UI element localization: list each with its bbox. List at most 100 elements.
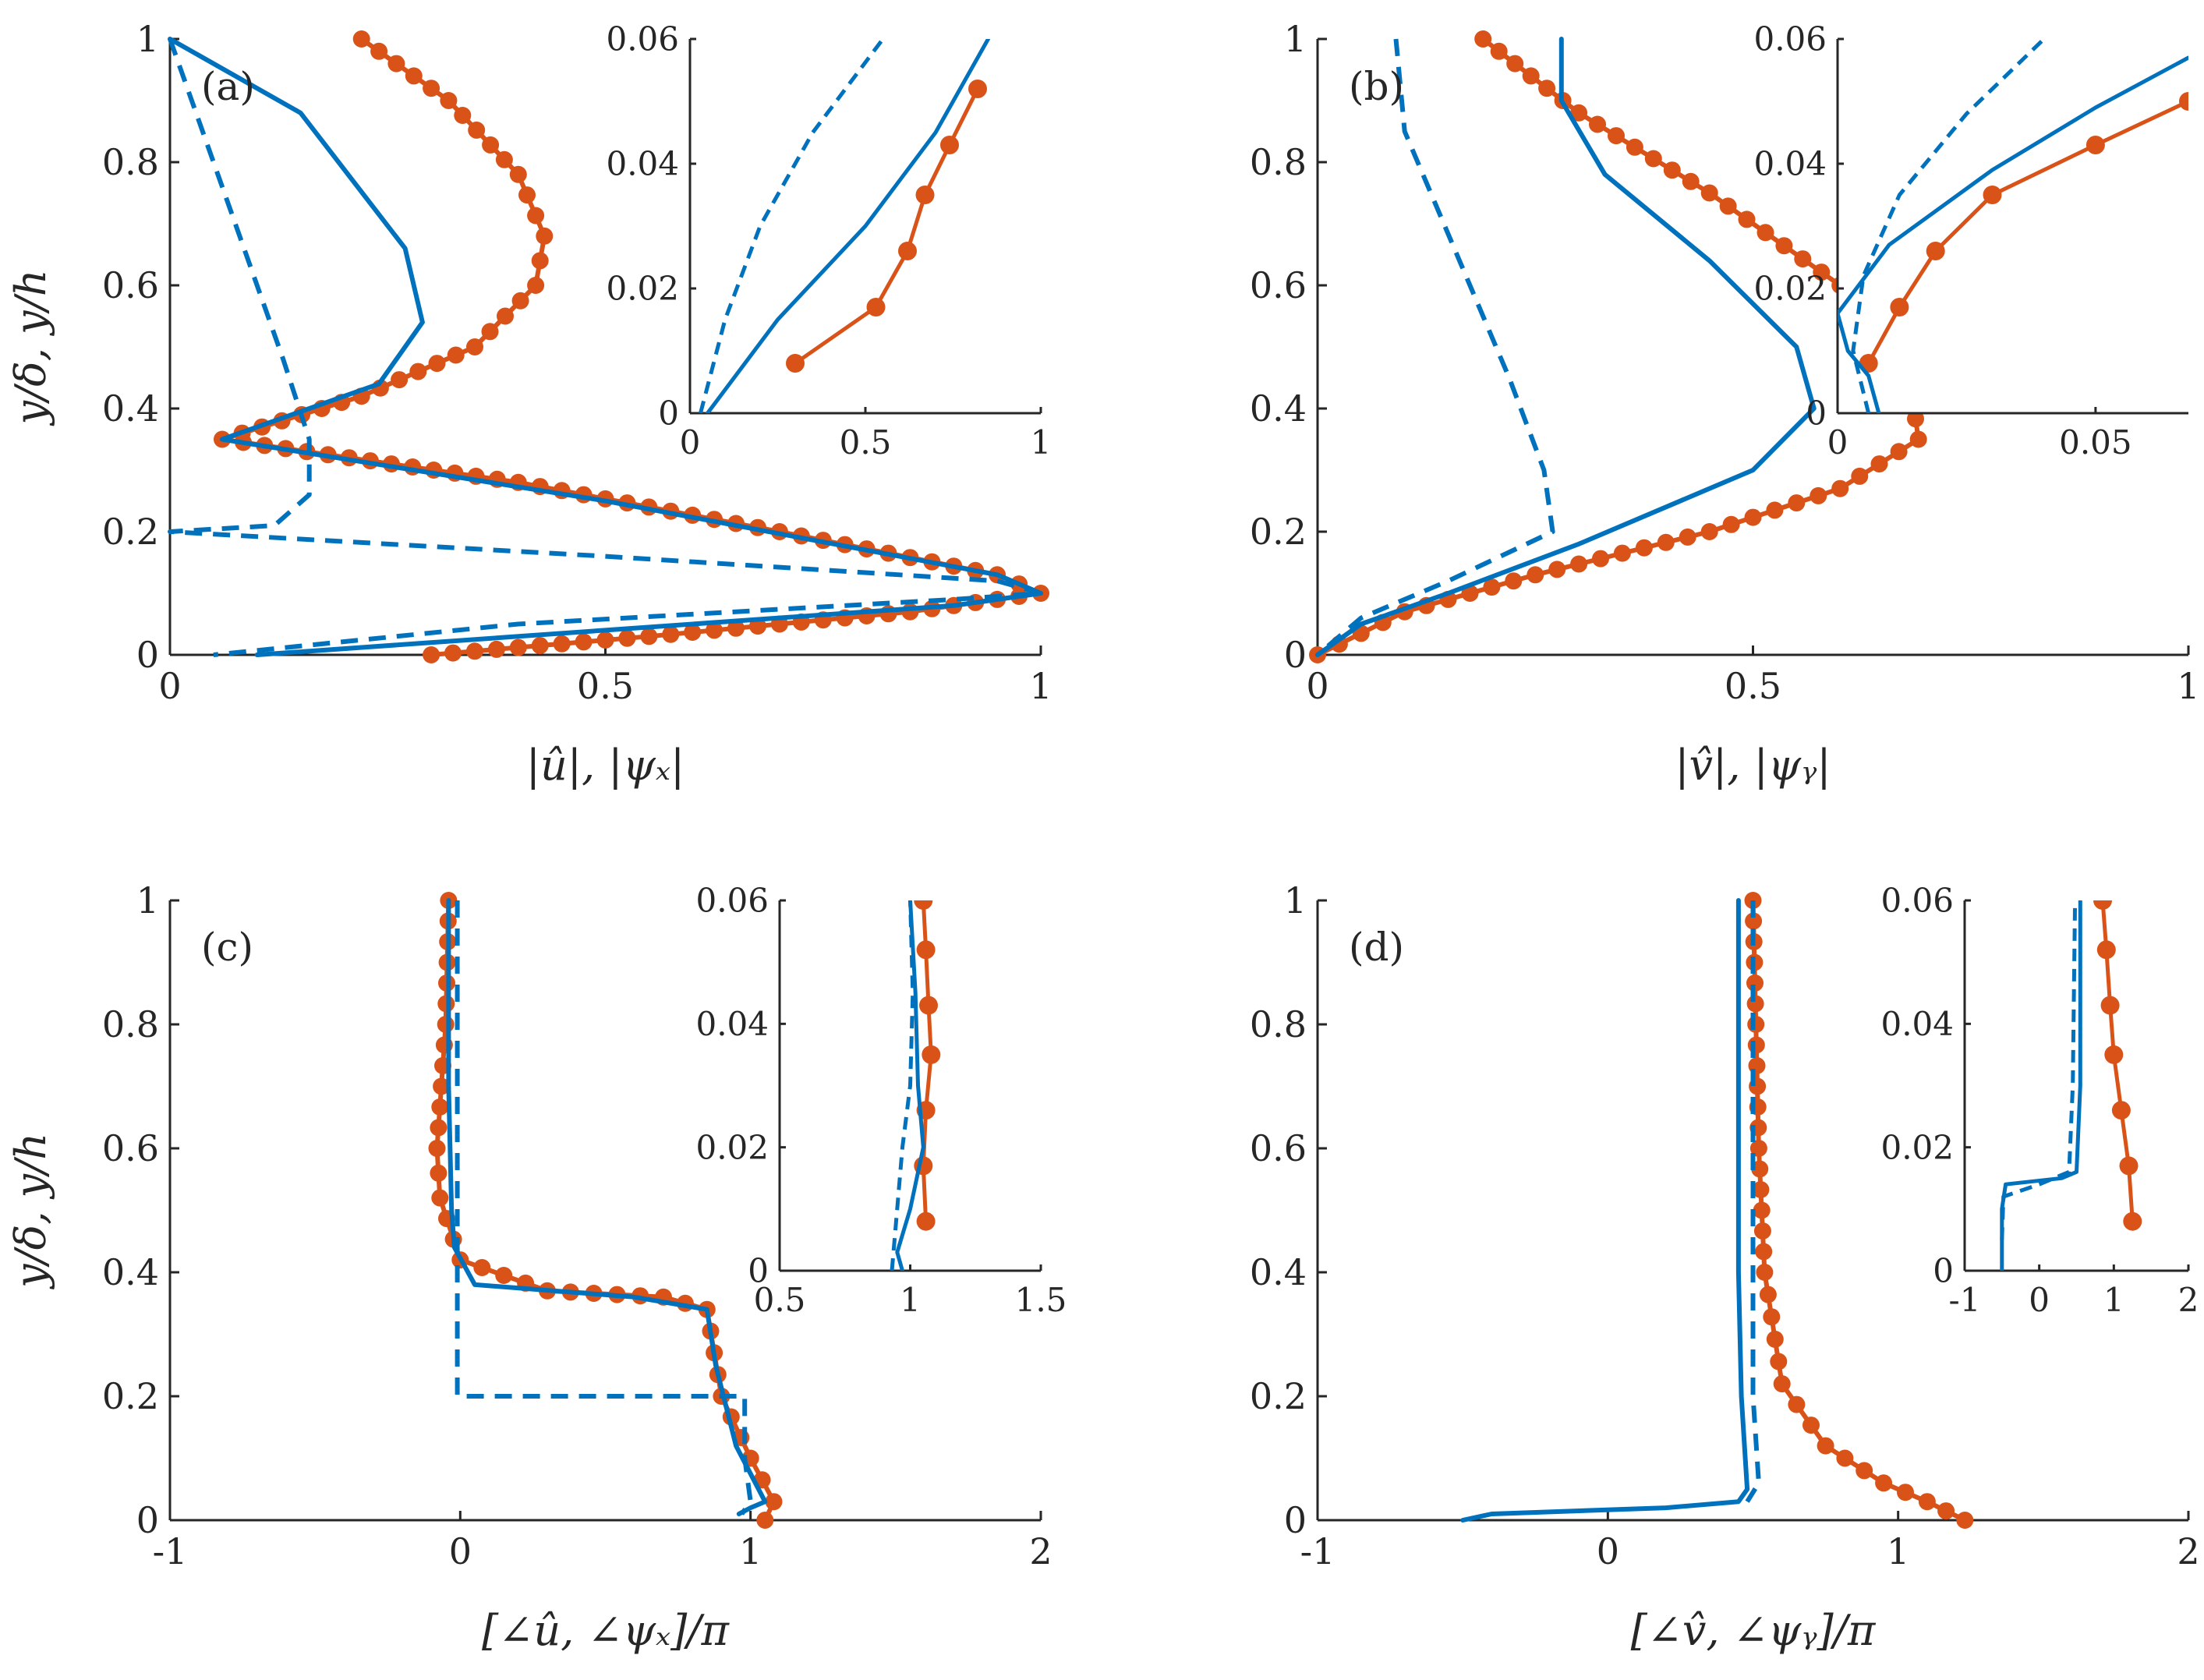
panel-a-main-orange-markers-marker (468, 121, 486, 139)
panel-a-inset-blue-dashed-line (699, 39, 885, 413)
panel-d-main-orange-markers-marker (1749, 1140, 1767, 1157)
panel-a-inset-ytick-label: 0.02 (606, 270, 679, 308)
panel-d-main-ytick-label: 0.8 (1250, 1003, 1307, 1045)
panel-d-main-orange-markers-marker (1766, 1330, 1784, 1348)
panel-a-label: (a) (201, 64, 255, 109)
panel-b-main-ytick-label: 1 (1284, 18, 1307, 60)
panel-c-main-ytick-label: 0.4 (102, 1251, 159, 1293)
panel-a-main-orange-markers-marker (423, 80, 440, 97)
panel-c-inset-ytick-label: 0.06 (695, 882, 769, 920)
panel-a-main-orange-markers-marker (466, 338, 483, 355)
panel-d-main-orange-markers-marker (1756, 1264, 1774, 1281)
panel-b-main-orange-markers-marker (1766, 501, 1784, 519)
panel-a-inset-orange-markers-marker (915, 186, 935, 204)
panel-a-main-orange-markers-marker (487, 640, 505, 658)
panel-d-inset-axes: -1 0 1 200.020.040.06 (1880, 882, 2199, 1319)
panel-a-main-orange-markers-marker (465, 642, 483, 660)
panel-b-inset-orange-markers-line (1866, 99, 2188, 366)
panel-a-main-orange-markers-marker (444, 644, 462, 662)
panel-a-main-orange-markers-marker (662, 625, 680, 643)
panel-d-main-orange-markers-marker (1763, 1308, 1781, 1326)
panel-b-main-orange-markers-marker (1907, 410, 1924, 428)
panel-a-main-blue-solid-line (168, 37, 1043, 657)
panel-b-main-orange-markers-marker (1682, 172, 1700, 190)
panel-b-main-orange-markers-marker (1788, 494, 1806, 512)
panel-d-main-ytick-label: 0 (1284, 1499, 1307, 1541)
panel-a-main-orange-markers-marker (495, 150, 513, 168)
panel-d-inset-blue-dashed-line (2000, 900, 2078, 1240)
panel-d-main-orange-markers-marker (1788, 1395, 1806, 1413)
panel-a-main-orange-markers-marker (640, 628, 658, 645)
panel-b-inset-blue-dashed-line (1851, 39, 2046, 413)
panel-d-inset-orange-markers-marker (2119, 1156, 2139, 1176)
panel-b-main-orange-markers-marker (1663, 161, 1681, 179)
panel-d-main-orange-markers-marker (1752, 1181, 1770, 1198)
panel-b-inset-axes: 0 0.05 0 0.02 0.04 0.06 (1753, 20, 2188, 462)
panel-a-inset-orange-markers-line (793, 87, 980, 366)
panel-c-inset-orange-markers-marker (919, 996, 938, 1015)
panel-a-main-orange-markers-marker (527, 207, 545, 225)
panel-b-main-orange-markers-marker (1474, 30, 1492, 48)
panel-b-main-orange-markers-marker (1570, 104, 1588, 122)
panel-b-main-orange-markers-marker (1909, 430, 1927, 448)
panel-c-main-orange-markers-marker (437, 995, 455, 1013)
panel-b-main-orange-markers-marker (1679, 528, 1696, 546)
panel-c-main-orange-markers-marker (473, 1259, 491, 1276)
panel-d-main-orange-markers-marker (1747, 1036, 1765, 1054)
panel-d-main-orange-markers-line (1750, 898, 1968, 1523)
panel-c-inset-xtick-label: 0.5 (754, 1281, 806, 1319)
panel-d-main-xtick-label: 0 (1597, 1530, 1619, 1572)
panel-b-main-orange-markers-marker (1810, 486, 1827, 504)
panel-d-main-orange-markers-marker (1773, 1375, 1791, 1393)
panel-d-main-orange-markers-marker (1856, 1462, 1873, 1480)
panel-c-inset-ytick-label: 0.04 (695, 1005, 769, 1043)
panel-c-inset-orange-markers-marker (916, 1211, 936, 1231)
panel-b-main-ytick-label: 0.4 (1250, 387, 1307, 430)
panel-d-inset-background (1965, 900, 2188, 1271)
panel-a-inset-orange-markers-marker (940, 136, 959, 154)
panel-b-main-orange-markers-marker (1794, 250, 1812, 268)
panel-a-inset-ytick-label: 0 (658, 394, 679, 433)
panel-d-main-series-group (1460, 892, 1974, 1529)
panel-c-main-orange-markers-marker (433, 1077, 451, 1095)
panel-c-main-orange-markers-marker (431, 1098, 449, 1116)
panel-c-main-orange-markers-line (434, 898, 777, 1523)
panel-a-main-orange-markers-marker (391, 371, 409, 389)
panel-a-inset-axes: 0 0.5 1 0 0.02 0.04 0.06 (606, 20, 1051, 462)
panel-c-main-series-group (428, 892, 783, 1529)
panel-a-main-orange-markers-marker (536, 227, 554, 245)
panel-b-inset-ytick-label: 0 (1806, 394, 1827, 433)
panel-d-inset-orange-markers-marker (2096, 940, 2116, 960)
panel-a-inset-ytick-label: 0.04 (606, 145, 679, 183)
panel-b-main-axes: 0 0.5 1 0 0.2 0.4 0.6 0.8 1 (1250, 18, 2200, 707)
panel-b-main-orange-markers-marker (1589, 115, 1606, 133)
panel-a-main-orange-markers-marker (901, 603, 919, 621)
panel-a-main-ytick-label: 0.8 (102, 141, 159, 183)
panel-d-main-orange-markers-marker (1745, 912, 1763, 930)
panel-a-main-orange-markers-marker (527, 277, 545, 294)
panel-a-main-orange-markers-marker (352, 30, 370, 48)
panel-b-main-blue-solid-line (1315, 37, 1817, 657)
panel-a-main-series-group (168, 30, 1049, 663)
panel-b-main-orange-markers-marker (1890, 443, 1908, 461)
panel-a-inset-orange-markers-marker (968, 80, 987, 98)
panel-b-main-orange-markers-marker (1505, 572, 1523, 590)
panel-b-main-orange-markers-marker (1775, 237, 1793, 255)
panel-a-main-orange-markers-marker (409, 363, 427, 380)
panel-a-main-ytick-label: 0 (136, 634, 159, 676)
panel-d-xlabel: [∠v̂, ∠ψᵧ]/π (1631, 1606, 1877, 1655)
panel-a-main-orange-markers-marker (531, 637, 549, 655)
panel-c-inset-xtick-label: 1.5 (1015, 1281, 1067, 1319)
panel-b-main-orange-markers-marker (1700, 184, 1718, 202)
panel-b-main-ytick-label: 0.8 (1250, 141, 1307, 183)
panel-b-main-orange-markers-marker (1538, 80, 1556, 97)
panel-a-inset-orange-markers-marker (898, 242, 917, 260)
panel-c-main-ytick-label: 1 (136, 879, 159, 921)
panel-d-main-xtick-label: 2 (2177, 1530, 2199, 1572)
panel-b-inset-orange-markers-marker (2085, 136, 2105, 154)
panel-b-main-ytick-label: 0 (1284, 634, 1307, 676)
panel-c-inset-blue-dashed-line (890, 900, 915, 1271)
panel-d-main-ytick-label: 0.2 (1250, 1375, 1307, 1417)
panel-b-main-orange-markers-marker (1522, 67, 1540, 85)
panel-c-inset-orange-markers-marker (922, 1045, 941, 1064)
